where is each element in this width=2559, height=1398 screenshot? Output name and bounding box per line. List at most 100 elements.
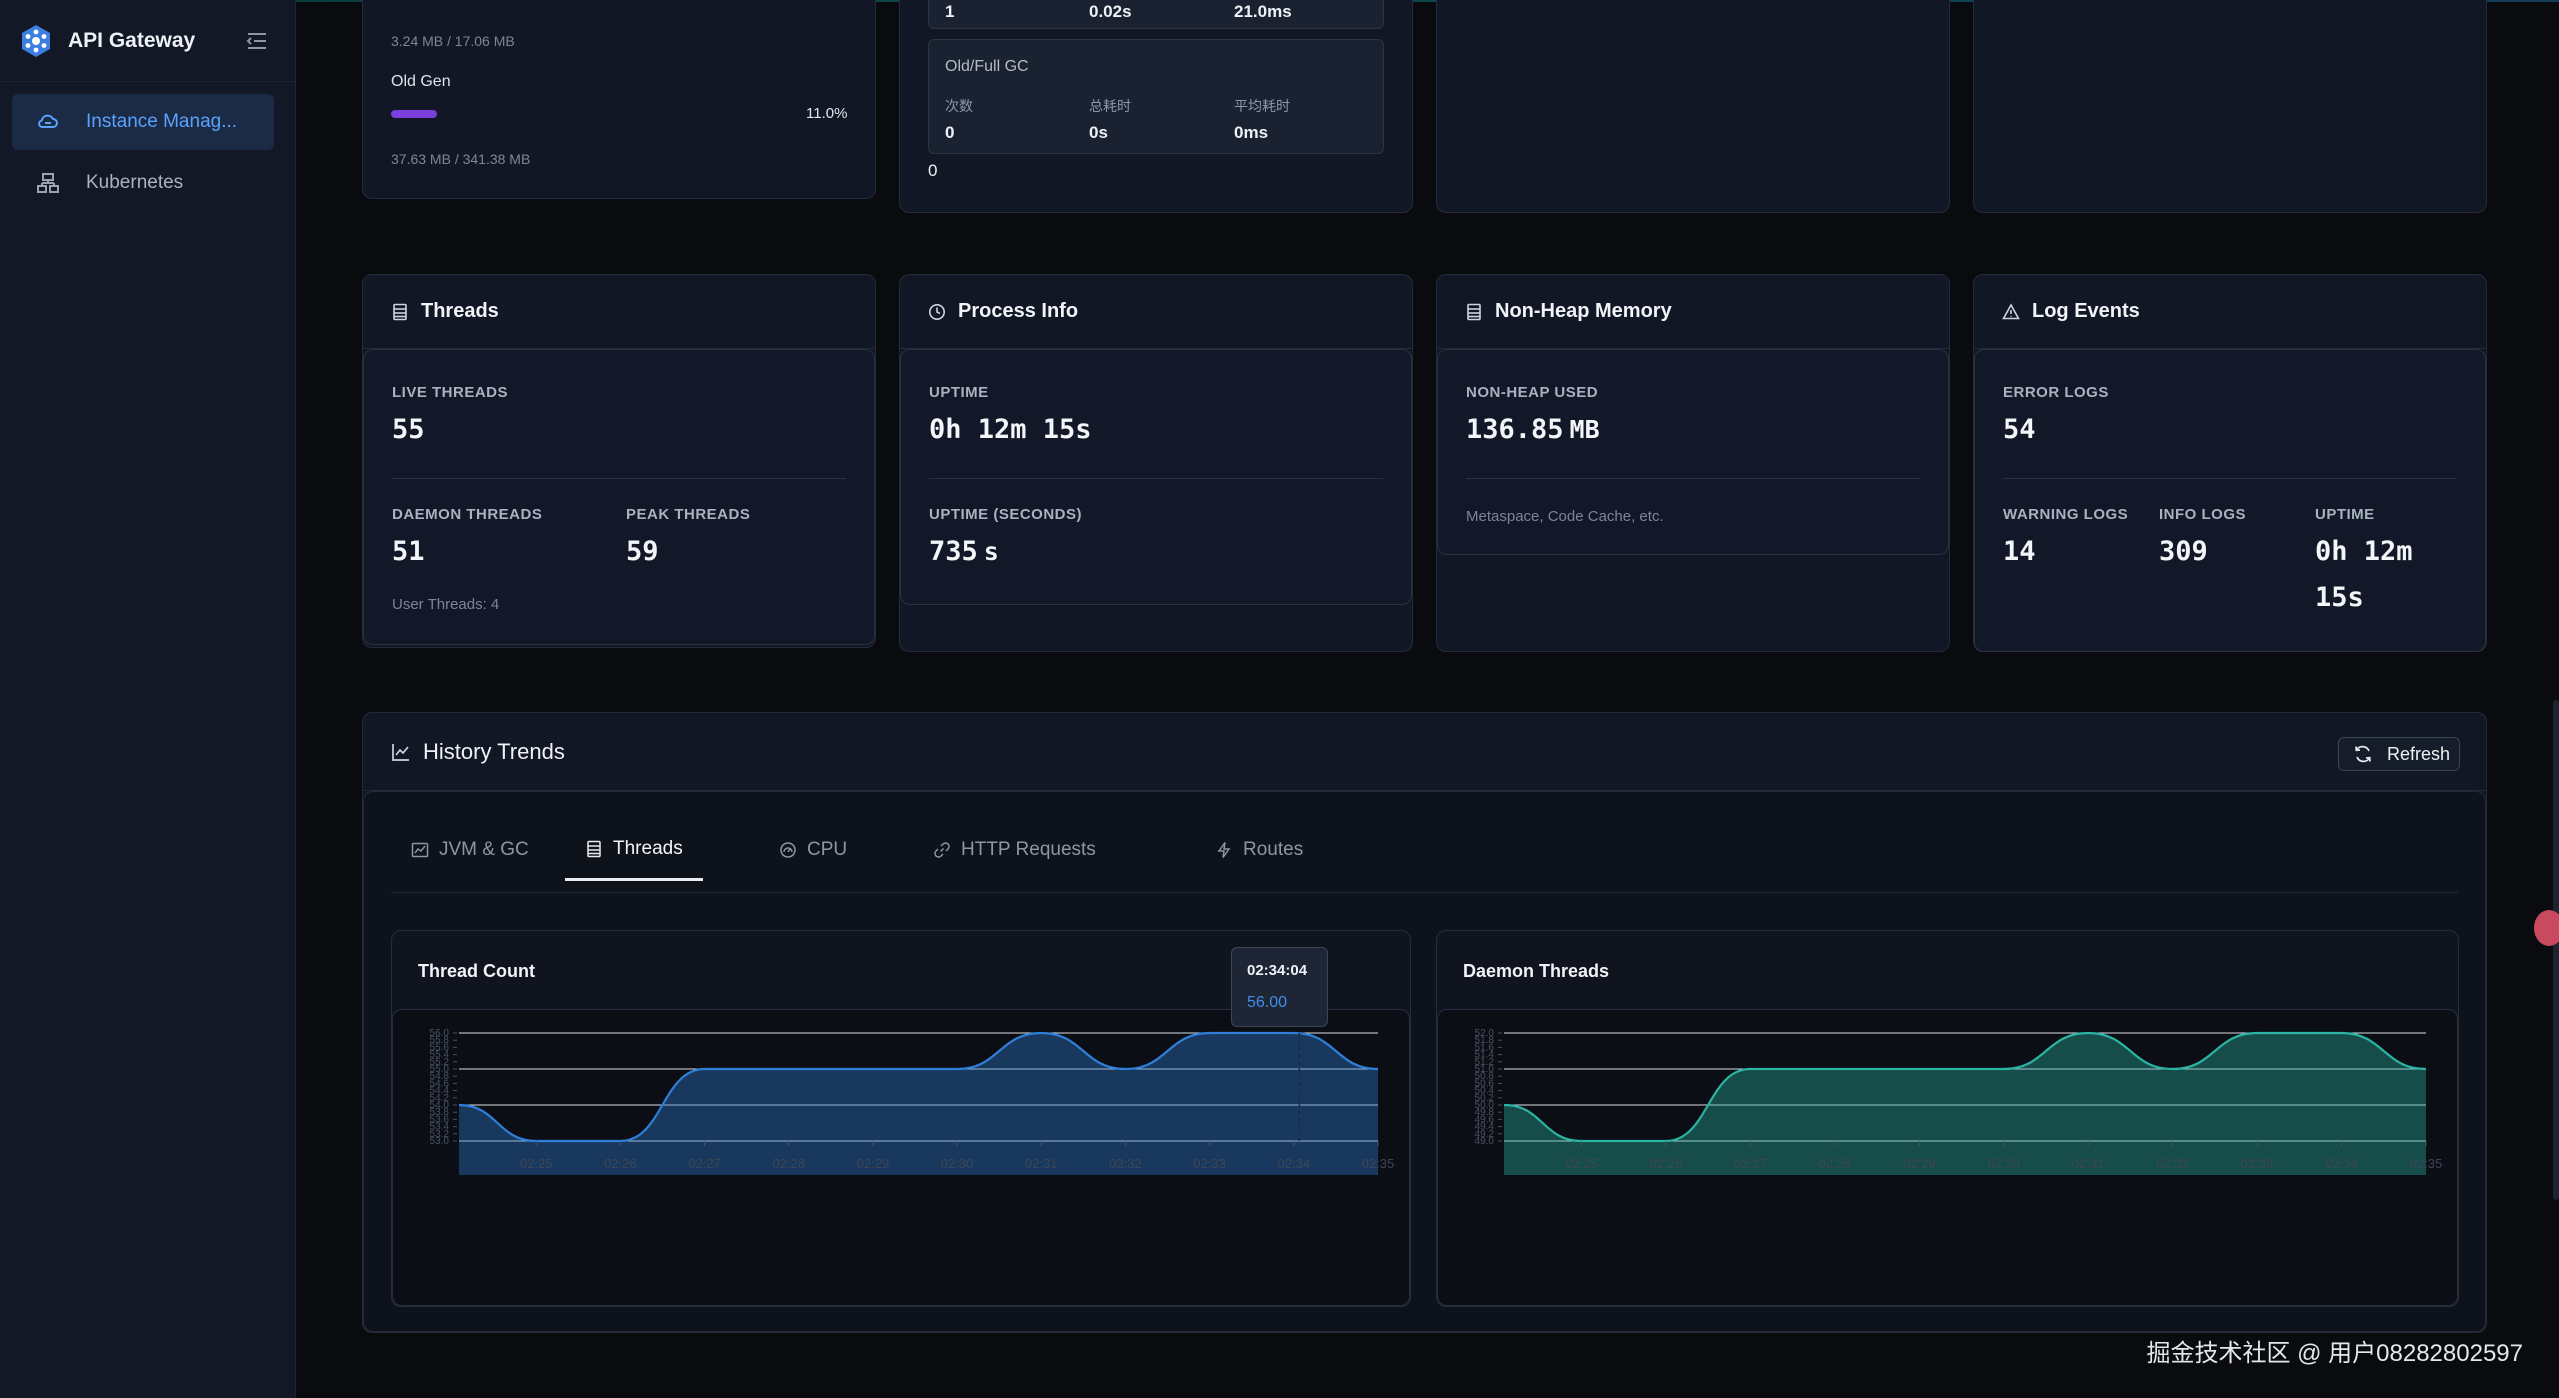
cluster-icon [37, 173, 59, 193]
log-uptime-line1: 0h 12m [2315, 536, 2413, 567]
y-tick-label: 51.2 [1475, 1057, 1495, 1068]
y-tick-label: 49.8 [1475, 1107, 1495, 1118]
history-tabs: JVM & GC Threads CPU HTTP Requests Route… [391, 819, 2458, 893]
live-threads-label: LIVE THREADS [392, 384, 509, 401]
log-uptime-line2: 15s [2315, 582, 2364, 613]
tab-threads[interactable]: Threads [565, 819, 703, 881]
young-gc-avg: 21.0ms [1234, 2, 1292, 21]
empty-card-4 [1973, 0, 2487, 213]
y-tick-label: 50.0 [1475, 1100, 1495, 1111]
line-chart-icon [392, 743, 409, 761]
old-gc-total-header: 总耗时 [1089, 98, 1131, 114]
live-threads-value: 55 [392, 414, 425, 445]
process-card-title: Process Info [958, 300, 1079, 322]
daemon-threads-chart[interactable]: 49.049.249.449.649.850.050.250.450.650.8… [1438, 1010, 2459, 1307]
tab-jvm-gc[interactable]: JVM & GC [391, 819, 549, 881]
y-tick-label: 55.6 [430, 1042, 450, 1053]
chart-title: Thread Count [418, 961, 535, 981]
refresh-label: Refresh [2387, 743, 2451, 764]
threads-card: Threads LIVE THREADS 55 DAEMON THREADS 5… [362, 274, 876, 648]
sidebar-item-kubernetes[interactable]: Kubernetes [12, 155, 274, 211]
chart-tooltip: 02:34:04 56.00 [1231, 947, 1328, 1027]
floating-action-icon[interactable] [2534, 910, 2559, 946]
x-tick-label: 02:25 [1565, 1156, 1598, 1171]
tooltip-value: 56.00 [1247, 994, 1288, 1011]
user-threads-note: User Threads: 4 [392, 596, 500, 613]
warning-logs-value: 14 [2003, 536, 2036, 567]
x-tick-label: 02:34 [1278, 1156, 1311, 1171]
app-title: API Gateway [68, 28, 196, 52]
log-card-header: Log Events [1974, 275, 2486, 349]
old-gen-progress-bar [391, 110, 811, 118]
y-tick-label: 49.2 [1475, 1129, 1495, 1140]
warning-icon [2002, 302, 2020, 319]
y-tick-label: 51.6 [1475, 1042, 1495, 1053]
clock-icon [929, 303, 945, 320]
y-tick-label: 51.4 [1475, 1050, 1495, 1061]
y-tick-label: 54.8 [430, 1071, 450, 1082]
y-tick-label: 52.0 [1475, 1028, 1495, 1039]
chart-area: 49.0 49.2 49.4 49.6 49.8 50.0 50.2 50.4 50.6 50.8… [1437, 1009, 2458, 1306]
uptime-value: 0h 12m 15s [929, 414, 1092, 445]
history-title: History Trends [423, 738, 565, 764]
old-gc-box: Old/Full GC 次数 总耗时 平均耗时 0 0s 0ms [928, 39, 1384, 154]
refresh-button[interactable]: Refresh [2338, 737, 2460, 771]
non-heap-memory-card: Non-Heap Memory NON-HEAP USED 136.85 MB M… [1436, 274, 1950, 652]
tab-label: Threads [613, 837, 683, 859]
x-tick-label: 02:27 [688, 1156, 721, 1171]
uptime-seconds-number: 735 [929, 536, 978, 567]
x-tick-label: 02:33 [2241, 1156, 2274, 1171]
thread-count-chart[interactable]: 53.053.253.453.653.854.054.254.454.654.8… [393, 1010, 1411, 1307]
peak-threads-label: PEAK THREADS [626, 506, 751, 523]
young-gc-box: 1 0.02s 21.0ms [928, 0, 1384, 29]
y-tick-label: 49.4 [1475, 1122, 1495, 1133]
gc-footer-value: 0 [928, 161, 938, 180]
old-gc-count: 0 [945, 123, 955, 142]
y-tick-label: 55.2 [430, 1057, 450, 1068]
young-gc-count: 1 [945, 2, 955, 21]
y-tick-label: 53.4 [430, 1122, 450, 1133]
tab-http-requests[interactable]: HTTP Requests [913, 819, 1116, 881]
series-area [1504, 1033, 2426, 1175]
scrollbar-thumb[interactable] [2553, 700, 2559, 1200]
error-logs-label: ERROR LOGS [2003, 384, 2109, 401]
x-tick-label: 02:26 [604, 1156, 637, 1171]
x-tick-label: 02:28 [1819, 1156, 1852, 1171]
link-icon [934, 842, 950, 858]
x-tick-label: 02:35 [2410, 1156, 2443, 1171]
x-tick-label: 02:26 [1650, 1156, 1683, 1171]
process-info-card: Process Info UPTIME 0h 12m 15s UPTIME (S… [899, 274, 1413, 652]
divider [2003, 478, 2457, 479]
y-tick-label: 56.0 [430, 1028, 450, 1039]
daemon-threads-label: DAEMON THREADS [392, 506, 543, 523]
y-tick-label: 49.0 [1475, 1136, 1495, 1147]
series-line [1503, 1031, 2427, 1143]
x-tick-label: 02:29 [1903, 1156, 1936, 1171]
log-events-card: Log Events ERROR LOGS 54 WARNING LOGS 14… [1973, 274, 2487, 652]
young-gen-usage: 3.24 MB / 17.06 MB [391, 33, 515, 49]
y-tick-label: 55.8 [430, 1035, 450, 1046]
series-area [459, 1033, 1378, 1175]
y-tick-label: 49.6 [1475, 1114, 1495, 1125]
sidebar-item-instance-management[interactable]: Instance Manag... [12, 94, 274, 150]
x-tick-label: 02:30 [1987, 1156, 2020, 1171]
thread-count-chart-card: Thread Count 53.0 53.2 53.4 53.6 53.8 54.0 54.… [391, 930, 1411, 1307]
watermark: 掘金技术社区 @ 用户08282802597 [2146, 1340, 2523, 1367]
peak-threads-value: 59 [626, 536, 659, 567]
tab-routes[interactable]: Routes [1195, 819, 1323, 881]
old-gc-avg-header: 平均耗时 [1234, 98, 1290, 114]
old-gen-usage: 37.63 MB / 341.38 MB [391, 151, 531, 167]
nonheap-used-number: 136.85 [1466, 414, 1564, 445]
y-tick-label: 55.0 [430, 1064, 450, 1075]
error-logs-value: 54 [2003, 414, 2036, 445]
tab-cpu[interactable]: CPU [759, 819, 867, 881]
menu-collapse-icon[interactable] [244, 28, 270, 54]
x-tick-label: 02:29 [857, 1156, 890, 1171]
y-tick-label: 50.4 [1475, 1086, 1495, 1097]
old-gen-percent: 11.0% [806, 105, 848, 122]
nonheap-card-body: NON-HEAP USED 136.85 MB Metaspace, Code C… [1437, 349, 1949, 555]
info-logs-label: INFO LOGS [2159, 506, 2246, 523]
sidebar: API Gateway Instance Manag... Kubernetes [0, 0, 296, 1398]
x-tick-label: 02:33 [1193, 1156, 1226, 1171]
nonheap-note: Metaspace, Code Cache, etc. [1466, 508, 1664, 525]
